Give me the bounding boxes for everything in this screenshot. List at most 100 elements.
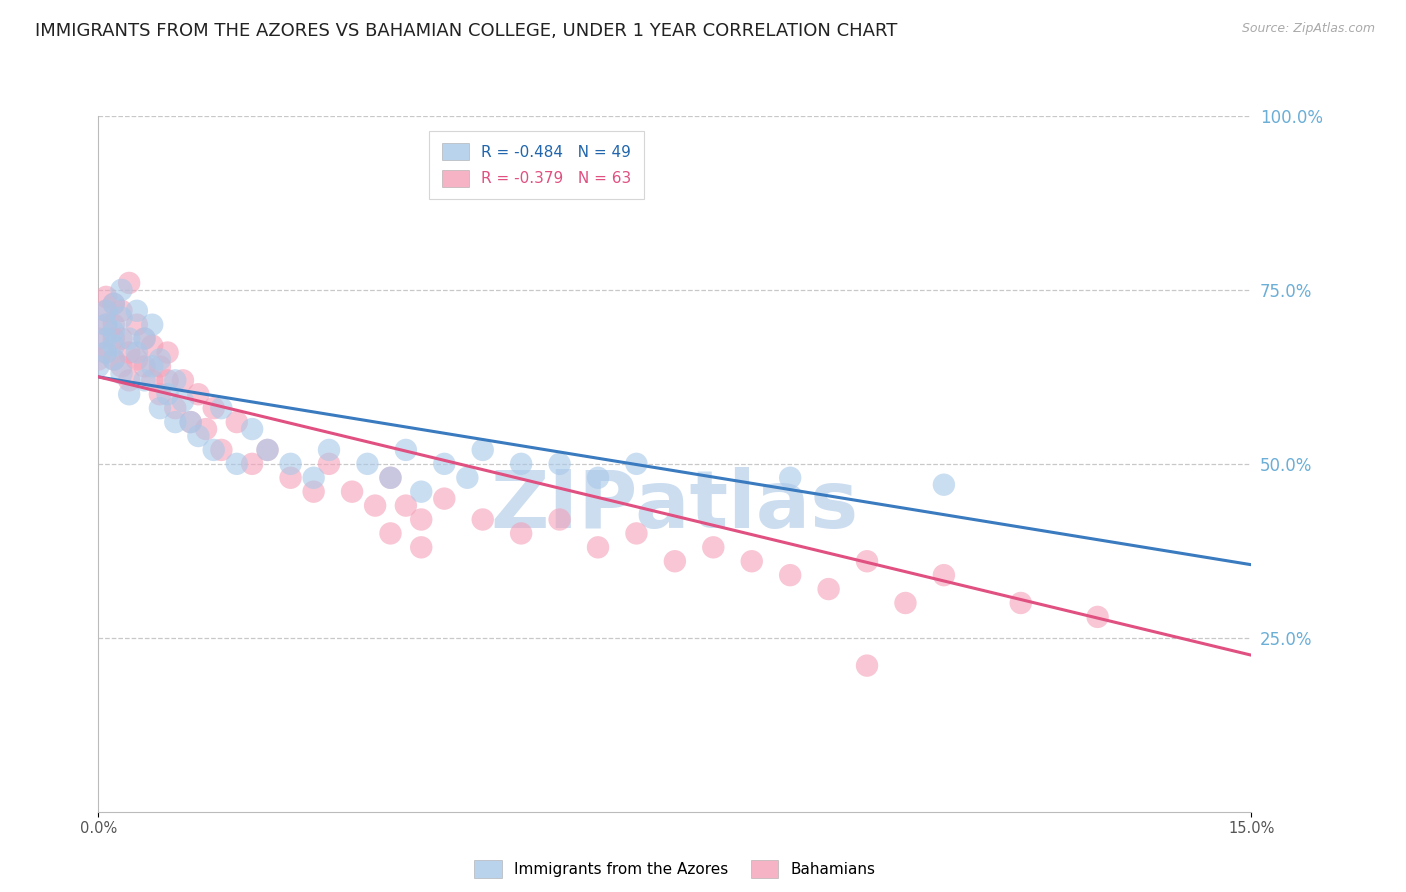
- Point: [87, 352, 110, 367]
- Point: [256, 442, 278, 457]
- Point: [932, 477, 955, 491]
- Point: [110, 332, 132, 346]
- Point: [202, 442, 225, 457]
- Point: [471, 442, 494, 457]
- Point: [411, 541, 433, 555]
- Point: [110, 303, 132, 318]
- Point: [87, 359, 110, 374]
- Point: [94, 303, 117, 318]
- Point: [103, 332, 125, 346]
- Point: [87, 332, 110, 346]
- Point: [411, 512, 433, 526]
- Point: [1010, 596, 1032, 610]
- Point: [94, 303, 117, 318]
- Point: [280, 457, 302, 471]
- Legend: Immigrants from the Azores, Bahamians: Immigrants from the Azores, Bahamians: [468, 855, 882, 884]
- Point: [94, 332, 117, 346]
- Point: [94, 318, 117, 332]
- Point: [209, 401, 232, 416]
- Point: [134, 359, 156, 374]
- Point: [702, 541, 724, 555]
- Point: [110, 367, 132, 381]
- Point: [103, 318, 125, 332]
- Point: [471, 512, 494, 526]
- Point: [664, 554, 686, 568]
- Point: [364, 499, 387, 513]
- Point: [256, 442, 278, 457]
- Point: [103, 352, 125, 367]
- Point: [318, 442, 340, 457]
- Point: [380, 526, 402, 541]
- Point: [165, 373, 187, 387]
- Point: [125, 318, 148, 332]
- Point: [103, 338, 125, 352]
- Point: [125, 352, 148, 367]
- Point: [134, 373, 156, 387]
- Point: [202, 401, 225, 416]
- Point: [180, 415, 202, 429]
- Point: [103, 325, 125, 339]
- Point: [380, 471, 402, 485]
- Point: [456, 471, 478, 485]
- Point: [110, 359, 132, 374]
- Point: [156, 373, 179, 387]
- Point: [141, 373, 163, 387]
- Point: [118, 387, 141, 401]
- Point: [209, 442, 232, 457]
- Point: [94, 345, 117, 359]
- Point: [125, 345, 148, 359]
- Text: IMMIGRANTS FROM THE AZORES VS BAHAMIAN COLLEGE, UNDER 1 YEAR CORRELATION CHART: IMMIGRANTS FROM THE AZORES VS BAHAMIAN C…: [35, 22, 897, 40]
- Point: [103, 352, 125, 367]
- Point: [110, 310, 132, 325]
- Point: [380, 471, 402, 485]
- Point: [149, 359, 172, 374]
- Point: [110, 283, 132, 297]
- Point: [141, 318, 163, 332]
- Point: [94, 345, 117, 359]
- Point: [626, 457, 648, 471]
- Point: [318, 457, 340, 471]
- Point: [586, 541, 609, 555]
- Point: [856, 658, 879, 673]
- Point: [894, 596, 917, 610]
- Point: [165, 401, 187, 416]
- Point: [141, 359, 163, 374]
- Point: [141, 338, 163, 352]
- Point: [172, 394, 194, 409]
- Point: [187, 429, 209, 443]
- Text: ZIPatlas: ZIPatlas: [491, 467, 859, 545]
- Point: [586, 471, 609, 485]
- Point: [149, 387, 172, 401]
- Point: [626, 526, 648, 541]
- Point: [118, 332, 141, 346]
- Point: [156, 345, 179, 359]
- Point: [510, 457, 533, 471]
- Point: [149, 352, 172, 367]
- Point: [302, 484, 325, 499]
- Point: [411, 484, 433, 499]
- Point: [510, 526, 533, 541]
- Point: [134, 332, 156, 346]
- Point: [165, 415, 187, 429]
- Point: [180, 415, 202, 429]
- Point: [240, 457, 263, 471]
- Point: [187, 387, 209, 401]
- Point: [225, 457, 247, 471]
- Point: [741, 554, 763, 568]
- Point: [280, 471, 302, 485]
- Point: [94, 318, 117, 332]
- Point: [817, 582, 839, 596]
- Point: [172, 373, 194, 387]
- Point: [340, 484, 363, 499]
- Point: [195, 422, 218, 436]
- Point: [433, 457, 456, 471]
- Point: [225, 415, 247, 429]
- Point: [548, 457, 571, 471]
- Point: [395, 499, 418, 513]
- Point: [779, 568, 801, 582]
- Point: [103, 297, 125, 311]
- Point: [118, 373, 141, 387]
- Point: [356, 457, 378, 471]
- Point: [156, 387, 179, 401]
- Point: [240, 422, 263, 436]
